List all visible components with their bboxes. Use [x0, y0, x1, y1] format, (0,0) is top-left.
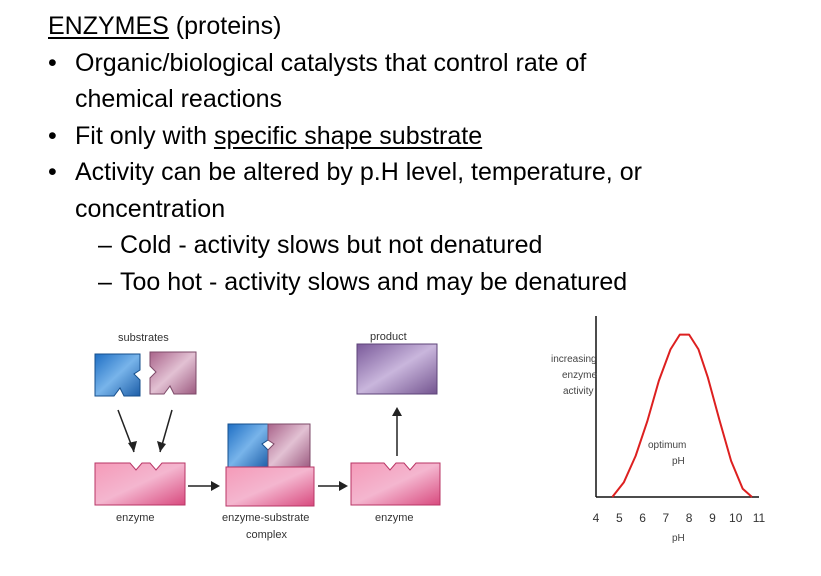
- dash-marker: –: [98, 231, 112, 259]
- x-tick-label: 8: [686, 511, 693, 525]
- substrate-blue: [94, 353, 141, 397]
- label-complex-line-2: complex: [246, 529, 287, 541]
- chart-ylabel: increasing enzyme activity: [551, 354, 597, 397]
- product: [356, 343, 438, 395]
- bullet-3-line-1: Activity can be altered by p.H level, te…: [75, 158, 642, 186]
- substrate-mauve: [149, 351, 197, 395]
- subbullet-1: – Cold - activity slows but not denatured: [48, 227, 808, 264]
- ylabel-line-3: activity: [563, 386, 594, 397]
- bullet-1: • Organic/biological catalysts that contr…: [48, 45, 808, 82]
- bullet-1-line-2: chemical reactions: [75, 85, 283, 113]
- x-tick-label: 10: [729, 511, 743, 525]
- x-tick-label: 4: [593, 511, 600, 525]
- x-tick-label: 11: [753, 511, 766, 525]
- bullet-3-line-2: concentration: [75, 194, 226, 223]
- chart-xlabel: pH: [672, 533, 685, 544]
- bullet-2-underlined: specific shape substrate: [213, 121, 483, 150]
- bullet-2-prefix: Fit only with: [75, 121, 214, 150]
- enzyme-right: [350, 462, 441, 506]
- annotation-line-2: pH: [672, 456, 685, 467]
- label-product: product: [370, 331, 407, 343]
- slide-title: ENZYMES (proteins): [48, 8, 808, 45]
- complex-substrate-mauve: [267, 423, 311, 469]
- x-tick-label: 5: [616, 511, 623, 525]
- x-tick-label: 7: [663, 511, 670, 525]
- x-tick-label: 6: [639, 511, 646, 525]
- bullet-3-cont: concentration: [48, 191, 808, 228]
- label-enzyme-left: enzyme: [116, 512, 155, 524]
- enzyme-left: [94, 462, 186, 506]
- x-tick-label: 9: [709, 511, 716, 525]
- complex-enzyme: [225, 466, 315, 507]
- ylabel-line-1: increasing: [551, 354, 597, 365]
- title-sub: (proteins): [168, 12, 282, 40]
- slide-text: ENZYMES (proteins) • Organic/biological c…: [48, 8, 808, 300]
- label-complex-line-1: enzyme-substrate: [222, 512, 309, 524]
- bullet-dot: •: [48, 48, 57, 77]
- label-substrates: substrates: [118, 332, 169, 344]
- label-enzyme-right: enzyme: [375, 512, 414, 524]
- arrowhead: [128, 441, 137, 452]
- bullet-dot: •: [48, 158, 57, 186]
- title-main: ENZYMES: [48, 12, 169, 40]
- bullet-1-line-1: Organic/biological catalysts that contro…: [75, 48, 587, 77]
- subbullet-2: – Too hot - activity slows and may be den…: [48, 264, 808, 301]
- bullet-3: • Activity can be altered by p.H level, t…: [48, 154, 808, 191]
- ylabel-line-2: enzyme: [562, 370, 597, 381]
- arrowhead: [339, 481, 348, 491]
- annotation-line-1: optimum: [648, 440, 686, 451]
- activity-curve: [611, 333, 753, 498]
- bullet-1-cont: chemical reactions: [48, 81, 808, 118]
- arrowhead: [157, 441, 166, 452]
- subbullet-1-text: Cold - activity slows but not denatured: [120, 231, 543, 259]
- arrowhead: [211, 481, 220, 491]
- bullet-dot: •: [48, 121, 57, 150]
- subbullet-2-text: Too hot - activity slows and may be dena…: [120, 267, 628, 296]
- dash-marker: –: [98, 267, 112, 296]
- arrowhead: [392, 407, 402, 416]
- bullet-2: • Fit only with specific shape substrate: [48, 118, 808, 155]
